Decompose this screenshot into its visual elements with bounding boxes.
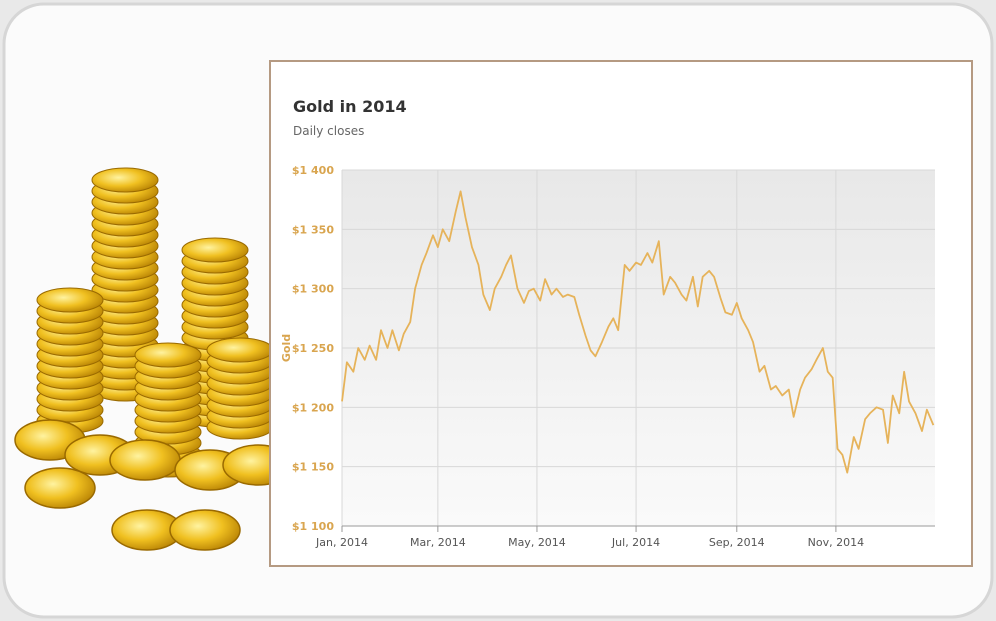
y-tick-label: $1 250 xyxy=(292,342,334,355)
x-tick-label: Jul, 2014 xyxy=(611,536,660,549)
y-tick-label: $1 300 xyxy=(292,283,334,296)
chart-subtitle: Daily closes xyxy=(293,124,364,138)
coin xyxy=(36,287,104,313)
x-tick-label: Sep, 2014 xyxy=(709,536,765,549)
y-tick-label: $1 150 xyxy=(292,461,334,474)
chart-title: Gold in 2014 xyxy=(293,97,407,116)
y-tick-label: $1 400 xyxy=(292,164,334,177)
y-tick-label: $1 100 xyxy=(292,520,334,533)
coin xyxy=(91,167,159,193)
y-axis-label: Gold xyxy=(280,334,293,362)
y-tick-label: $1 200 xyxy=(292,401,334,414)
y-tick-label: $1 350 xyxy=(292,223,334,236)
x-tick-label: May, 2014 xyxy=(508,536,566,549)
x-tick-label: Mar, 2014 xyxy=(410,536,466,549)
coin xyxy=(109,439,181,481)
x-tick-label: Nov, 2014 xyxy=(808,536,864,549)
coin xyxy=(169,509,241,551)
chart: $1 100 $1 150 $1 200 $1 250 $1 300 $1 350 $1 4… xyxy=(292,164,935,549)
coin xyxy=(181,237,249,263)
coin xyxy=(24,467,96,509)
price-line xyxy=(341,190,935,474)
coin xyxy=(134,342,202,368)
x-tick-label: Jan, 2014 xyxy=(315,536,368,549)
coin xyxy=(206,337,274,363)
